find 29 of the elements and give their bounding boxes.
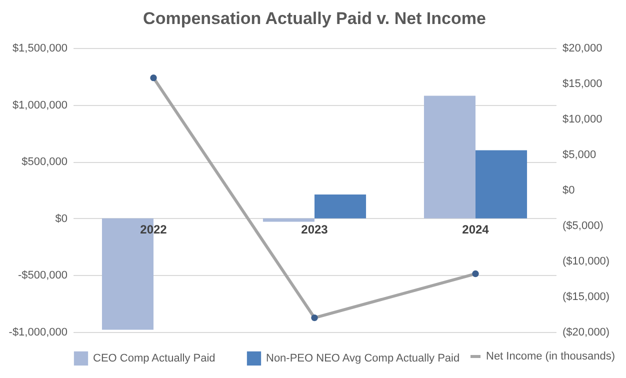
x-tick-label: 2022 (140, 222, 168, 236)
y-tick-label: $500,000 (22, 156, 68, 168)
legend-label: Net Income (in thousands) (486, 350, 616, 362)
y2-tick-label: $10,000 (562, 114, 602, 126)
y-tick-label: -$500,000 (18, 270, 68, 282)
y2-tick-label: $15,000 (562, 78, 602, 90)
x-tick-label: 2024 (462, 222, 490, 236)
bar (476, 150, 528, 218)
y2-tick-label: $20,000 (562, 42, 602, 54)
legend-label: CEO Comp Actually Paid (93, 352, 216, 364)
y2-tick-label: ($5,000) (562, 220, 604, 232)
y2-tick-label: $5,000 (562, 149, 596, 161)
y-tick-label: -$1,000,000 (8, 326, 68, 338)
y2-tick-label: $0 (562, 184, 575, 196)
bar (424, 96, 476, 218)
y2-tick-label: ($15,000) (562, 291, 610, 303)
point (311, 314, 318, 322)
y-tick-label: $1,500,000 (12, 42, 68, 54)
point (472, 270, 479, 278)
chart-title: Compensation Actually Paid v. Net Income (143, 9, 486, 28)
point (150, 74, 157, 82)
bar (314, 194, 366, 218)
x-tick-label: 2023 (301, 222, 328, 236)
y-tick-label: $1,000,000 (12, 99, 68, 112)
bar (262, 218, 314, 222)
y2-tick-label: ($20,000) (562, 326, 610, 338)
y-tick-label: $0 (55, 212, 68, 225)
legend-label: Non-PEO NEO Avg Comp Actually Paid (266, 352, 460, 364)
y2-tick-label: ($10,000) (562, 256, 610, 268)
